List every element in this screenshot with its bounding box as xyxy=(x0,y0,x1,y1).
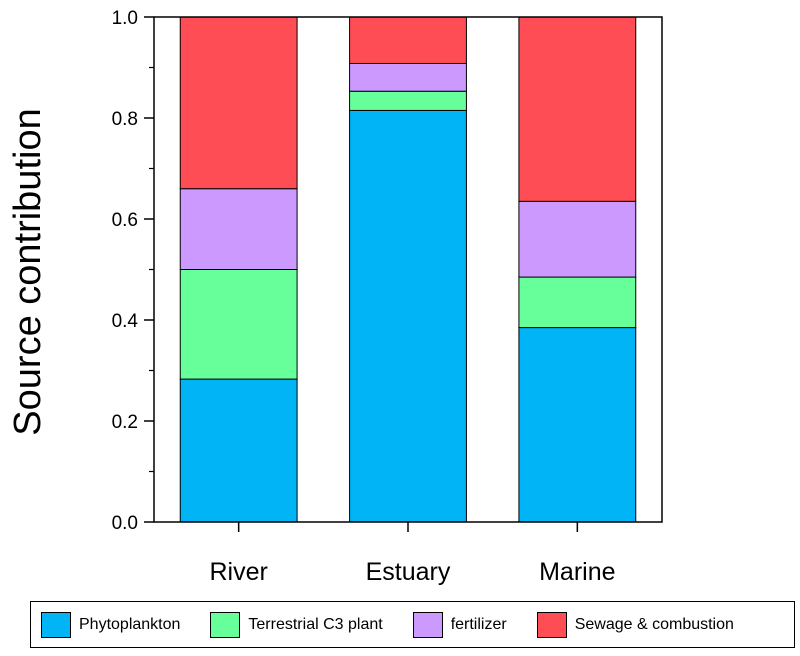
legend-item-terrestrial-c3-plant: Terrestrial C3 plant xyxy=(200,602,383,647)
bar-river-sewage-combustion xyxy=(179,16,298,190)
x-tick-label-river: River xyxy=(209,558,267,586)
bar-marine-sewage-combustion xyxy=(518,16,637,202)
bar-river-terrestrial-c3-plant xyxy=(179,269,298,380)
bar-marine-fertilizer xyxy=(518,200,637,278)
axes-group: River Estuary Marine 0.0 0.2 0.4 0.6 0.8 1.0 xyxy=(112,8,663,586)
bar-marine-terrestrial-c3-plant xyxy=(518,276,637,329)
legend-label-sewage-combustion: Sewage & combustion xyxy=(574,615,734,633)
y-tick-label-1: 0.2 xyxy=(112,412,138,433)
y-tick-label-2: 0.4 xyxy=(112,311,139,332)
legend-swatch-sewage-combustion xyxy=(536,611,567,638)
bar-estuary-fertilizer xyxy=(349,62,467,92)
legend-item-phytoplankton: Phytoplankton xyxy=(31,602,180,647)
legend-item-sewage-combustion: Sewage & combustion xyxy=(527,602,734,647)
y-axis-label: Source contribution xyxy=(7,108,49,435)
bar-estuary-phytoplankton xyxy=(349,109,467,523)
legend-label-phytoplankton: Phytoplankton xyxy=(79,615,181,633)
y-tick-label-0: 0.0 xyxy=(112,513,138,534)
legend-swatch-phytoplankton xyxy=(41,611,71,638)
legend-swatch-terrestrial-c3-plant xyxy=(210,611,241,638)
y-tick-label-4: 0.8 xyxy=(112,109,138,130)
x-tick-label-estuary: Estuary xyxy=(366,558,451,586)
y-tick-label-5: 1.0 xyxy=(112,8,138,29)
bar-river-fertilizer xyxy=(179,188,298,270)
bar-estuary-sewage-combustion xyxy=(349,16,467,64)
legend-item-fertilizer: fertilizer xyxy=(403,602,507,647)
x-tick-label-marine: Marine xyxy=(539,558,615,586)
legend-swatch-fertilizer xyxy=(412,611,443,638)
bars-group xyxy=(179,16,637,523)
stacked-bar-chart: Source contribution River Estuary Marine 0.… xyxy=(7,8,663,586)
bar-river-phytoplankton xyxy=(179,378,298,523)
bar-estuary-terrestrial-c3-plant xyxy=(349,90,467,111)
legend: Phytoplankton Terrestrial C3 plant ferti… xyxy=(30,601,795,648)
legend-label-fertilizer: fertilizer xyxy=(450,615,507,633)
bar-marine-phytoplankton xyxy=(518,327,637,523)
y-tick-label-3: 0.6 xyxy=(112,210,138,231)
legend-label-terrestrial-c3-plant: Terrestrial C3 plant xyxy=(248,615,383,633)
